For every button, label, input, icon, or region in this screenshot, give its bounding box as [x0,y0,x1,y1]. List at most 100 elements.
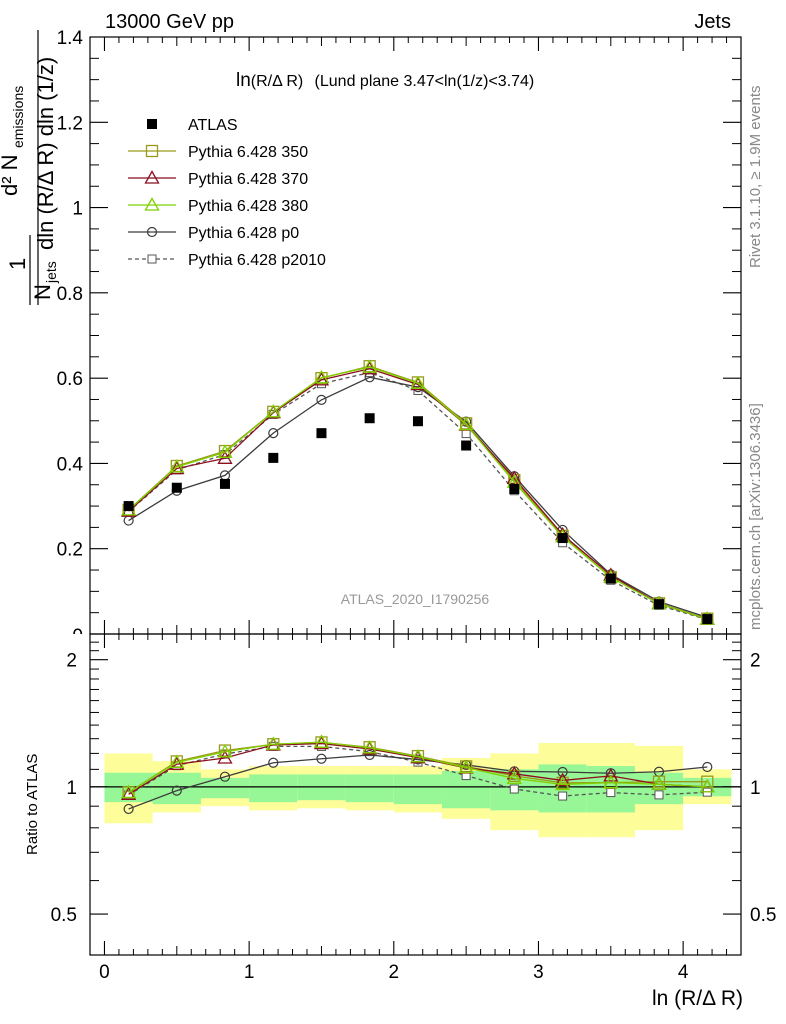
series-point [217,444,233,458]
series-point [313,369,330,384]
band-inner [200,777,250,799]
series-point [265,404,281,418]
data-point [653,599,664,610]
legend-label: Pythia 6.428 370 [188,171,308,188]
series-point [461,429,471,439]
title-fragment: (R/Δ R) [251,73,303,90]
ratio-tick-label: 1 [66,778,77,799]
y-tick-label: 0.2 [57,540,83,561]
series-point [169,460,185,475]
series-point [268,428,279,439]
x-tick-label: 0 [99,962,110,983]
ratio-tick-label-right: 1 [750,778,761,799]
data-point [557,533,568,544]
y-tick-label: 0.8 [57,284,83,305]
x-tick-label: 2 [389,962,400,983]
ratio-point [555,776,571,791]
y-axis-label-ratio: Ratio to ATLAS [24,754,41,855]
band-inner [345,774,394,803]
ratio-point [121,786,137,800]
title-ln: ln [236,70,251,91]
legend-label: Pythia 6.428 350 [188,144,308,161]
data-point [123,501,134,512]
data-point [461,440,472,451]
ratio-point [169,756,185,770]
ratio-point [603,774,619,789]
ratio-point [701,775,714,788]
y-tick-label: 1.4 [57,28,84,49]
ratio-tick-label-right: 2 [750,651,761,672]
legend-marker [147,119,157,129]
data-point [219,478,230,489]
ratio-tick-label-right: 0.5 [750,905,776,926]
legend-label: Pythia 6.428 p2010 [188,252,326,269]
y-label-prefix-num: 1 [5,258,30,270]
ratio-point [603,768,619,782]
chart-title: ln(R/Δ R) (Lund plane 3.47<ln(1/z)<3.74) [236,70,534,91]
ratio-series [121,734,715,815]
title-rest: (Lund plane 3.47<ln(1/z)<3.74) [315,73,535,90]
ratio-point [217,744,233,758]
band-inner [393,774,442,805]
ratio-point [121,784,137,799]
series-point [362,359,378,373]
ratio-tick-label: 0.5 [51,905,77,926]
series-point [313,372,330,386]
axes: 0 1 2 3 4 0.2 0.4 0.6 0.8 1 1.2 1.4 0 0.5 0.5 1 1 2 2 [51,28,777,983]
y-tick-label: 1.2 [57,113,83,134]
ratio-point [651,776,667,790]
ratio-point [654,790,664,800]
legend-marker [144,197,160,211]
ratio-point [410,748,426,763]
x-tick-label: 4 [678,962,689,983]
data-point [605,573,616,584]
legend-label: Pythia 6.428 380 [188,198,308,215]
legend-marker [147,254,157,264]
ratio-point [169,754,185,768]
ratio-point [219,771,231,782]
y-label-numerator-sub: emissions [10,86,26,148]
data-point [412,416,423,427]
ratio-point [268,757,279,768]
legend-marker [144,170,160,184]
header-process: Jets [694,11,731,33]
band-inner [249,774,298,803]
series-point [364,372,375,383]
data-point [702,614,713,625]
series-point [169,459,185,473]
header-energy: 13000 GeV pp [105,11,234,33]
legend-label: Pythia 6.428 p0 [188,225,299,242]
series-point [316,394,327,405]
y-tick-label: 0.6 [57,369,83,390]
analysis-watermark: ATLAS_2020_I1790256 [341,591,490,607]
y-label-numerator: d² N [0,154,22,196]
ratio-point [557,766,568,778]
y-label-denominator: dln (R/Δ R) dln (1/z) [33,57,58,250]
ratio-point [123,803,134,815]
legend-marker [146,226,158,238]
ratio-point [699,779,715,793]
ratio-line [128,754,708,810]
main-series [121,359,715,625]
data-point [509,484,520,495]
ratio-point [171,785,182,796]
ratio-point [555,772,571,787]
series-line [128,368,708,620]
ratio-point [362,739,378,754]
ratio-point [506,770,522,785]
y-tick-label: 0.4 [57,454,84,475]
y-tick-label: 1 [72,199,83,220]
ratio-point [265,736,281,750]
series-point [410,375,426,389]
legend-marker [145,144,159,158]
x-tick-label: 1 [244,962,255,983]
data-point [268,452,279,463]
x-axis-label: ln (R/Δ R) [652,987,743,1010]
ratio-panel-frame [89,633,742,956]
ratio-point [364,749,375,761]
legend-label: ATLAS [188,117,238,134]
series-point [458,416,474,431]
ratio-point [316,753,327,764]
ratio-point [313,734,330,748]
